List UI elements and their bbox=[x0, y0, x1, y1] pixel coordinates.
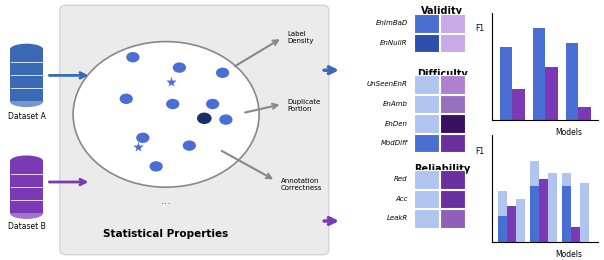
Text: In-domain Test: In-domain Test bbox=[516, 143, 574, 152]
Bar bbox=[512, 89, 525, 120]
Text: Red: Red bbox=[394, 176, 408, 183]
Bar bbox=[414, 34, 439, 52]
Bar bbox=[440, 190, 465, 208]
Text: LeakR: LeakR bbox=[387, 215, 408, 222]
Bar bbox=[440, 114, 465, 133]
Ellipse shape bbox=[10, 96, 43, 107]
Bar bbox=[414, 95, 439, 113]
Text: Label
Density: Label Density bbox=[288, 31, 314, 44]
Bar bbox=[414, 14, 439, 32]
Text: Annotation
Correctness: Annotation Correctness bbox=[281, 178, 322, 191]
Circle shape bbox=[197, 113, 211, 124]
FancyBboxPatch shape bbox=[60, 5, 329, 255]
Circle shape bbox=[150, 161, 163, 172]
Bar bbox=[440, 134, 465, 152]
Text: EnImBaD: EnImBaD bbox=[376, 20, 408, 27]
Bar bbox=[565, 43, 578, 120]
Ellipse shape bbox=[10, 155, 43, 167]
Text: EnDen: EnDen bbox=[385, 120, 408, 127]
Circle shape bbox=[219, 114, 233, 125]
Bar bbox=[414, 190, 439, 208]
Text: Dataset A: Dataset A bbox=[8, 112, 45, 121]
Bar bbox=[440, 170, 465, 188]
Bar bbox=[414, 75, 439, 94]
Circle shape bbox=[173, 62, 186, 73]
Circle shape bbox=[216, 68, 230, 78]
Text: EnNullR: EnNullR bbox=[380, 40, 408, 46]
Text: Dataset B: Dataset B bbox=[8, 222, 45, 231]
Circle shape bbox=[73, 42, 259, 187]
Bar bbox=[562, 186, 571, 242]
Y-axis label: F1: F1 bbox=[475, 24, 484, 34]
Bar bbox=[578, 107, 591, 120]
Text: Validity: Validity bbox=[421, 6, 463, 16]
Bar bbox=[440, 14, 465, 32]
Circle shape bbox=[182, 140, 196, 151]
Bar bbox=[530, 186, 539, 242]
Circle shape bbox=[166, 99, 179, 109]
Bar bbox=[440, 75, 465, 94]
Bar bbox=[414, 114, 439, 133]
Circle shape bbox=[137, 133, 150, 143]
Y-axis label: F1: F1 bbox=[475, 147, 484, 156]
Bar bbox=[440, 95, 465, 113]
Text: Reliability: Reliability bbox=[414, 164, 471, 174]
Bar bbox=[580, 183, 589, 242]
Circle shape bbox=[206, 99, 219, 109]
Ellipse shape bbox=[10, 44, 43, 55]
Bar bbox=[533, 28, 545, 120]
Bar bbox=[440, 34, 465, 52]
Bar bbox=[414, 170, 439, 188]
Bar bbox=[571, 226, 580, 242]
Bar bbox=[10, 161, 43, 213]
Bar bbox=[548, 173, 557, 242]
Circle shape bbox=[126, 52, 140, 62]
Bar bbox=[516, 199, 525, 242]
Bar bbox=[10, 49, 43, 101]
Text: ...: ... bbox=[161, 197, 172, 206]
Bar bbox=[498, 191, 507, 216]
Text: Acc: Acc bbox=[395, 196, 408, 202]
Text: Models: Models bbox=[555, 250, 582, 259]
Bar bbox=[440, 209, 465, 228]
Text: UnSeenEnR: UnSeenEnR bbox=[367, 81, 408, 88]
Bar bbox=[414, 134, 439, 152]
Bar bbox=[530, 161, 539, 186]
Circle shape bbox=[120, 94, 133, 104]
Text: Duplicate
Portion: Duplicate Portion bbox=[288, 99, 321, 112]
Bar bbox=[545, 67, 557, 120]
Bar bbox=[562, 173, 571, 186]
Bar bbox=[498, 216, 507, 242]
Bar bbox=[507, 206, 516, 242]
Text: EnAmb: EnAmb bbox=[383, 101, 408, 107]
Text: Difficulty: Difficulty bbox=[417, 69, 467, 79]
Text: Models: Models bbox=[555, 128, 582, 137]
Text: Statistical Properties: Statistical Properties bbox=[103, 229, 229, 239]
Bar bbox=[539, 179, 548, 242]
Ellipse shape bbox=[10, 207, 43, 219]
Bar bbox=[500, 47, 512, 120]
Text: ModDiff: ModDiff bbox=[381, 140, 408, 146]
Bar bbox=[414, 209, 439, 228]
